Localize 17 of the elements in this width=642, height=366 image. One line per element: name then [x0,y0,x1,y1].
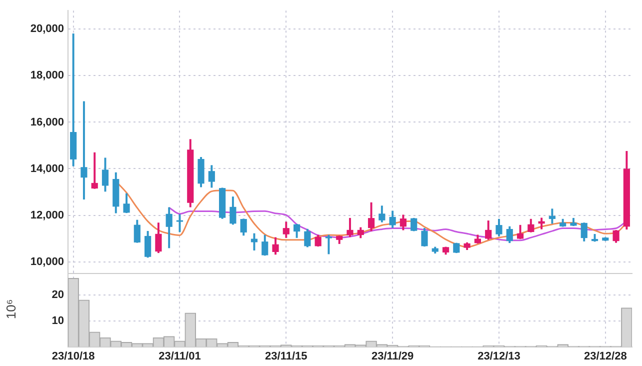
y-tick-label: 20 [52,288,64,301]
x-tick-label: 23/10/18 [52,350,95,362]
x-tick-label: 23/12/28 [584,350,627,362]
y-tick-label: 16,000 [30,116,64,128]
y-tick-label: 14,000 [30,162,64,175]
x-tick-label: 23/11/01 [158,350,201,362]
candlestick [80,101,88,200]
x-tick-label: 23/11/15 [265,350,308,362]
y-tick-label: 10,000 [30,256,64,268]
y-tick-label: 12,000 [30,209,64,222]
x-tick-label: 23/12/13 [478,350,520,362]
candlestick [325,234,332,254]
y-tick-label: 10 [52,314,64,327]
y-axis-title: 10⁶ [3,299,18,320]
y-tick-label: 18,000 [30,70,64,82]
y-tick-label: 20,000 [30,23,64,36]
x-tick-label: 23/11/29 [371,350,414,362]
